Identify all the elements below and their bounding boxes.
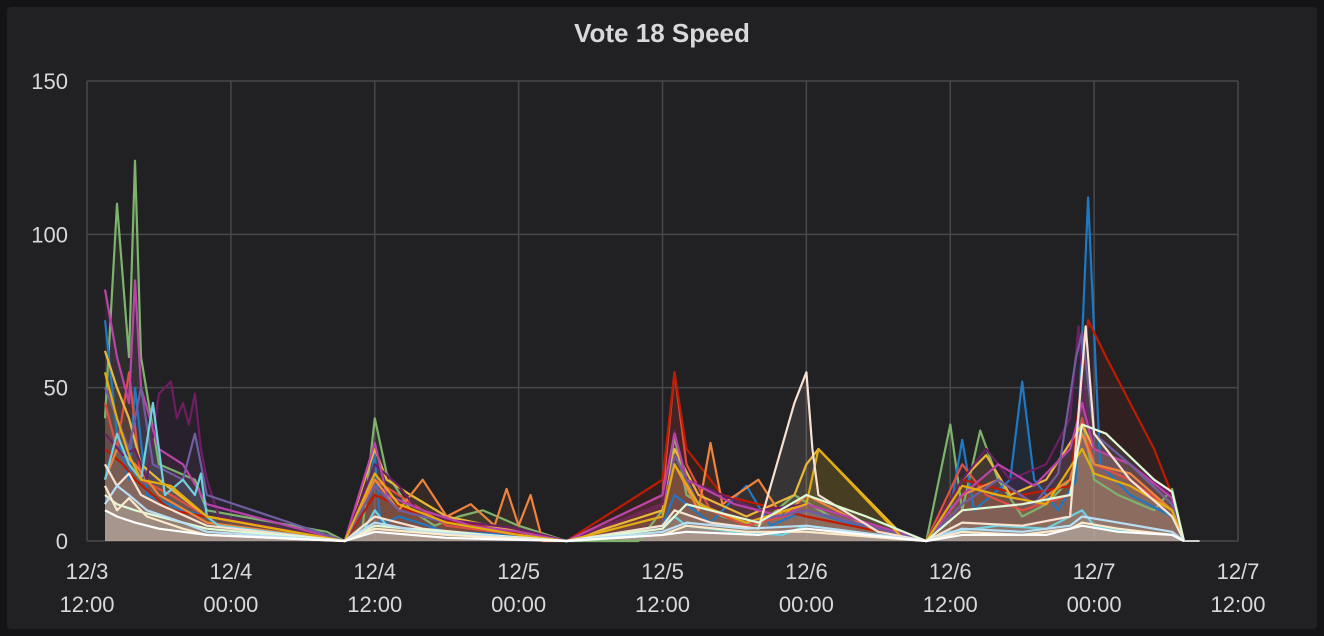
series-area-13 [105, 485, 1184, 541]
x-tick-time: 12:00 [635, 592, 690, 617]
series-line-15[interactable] [104, 509, 1185, 543]
series-area-10 [105, 372, 1184, 541]
line-layer [103, 159, 1200, 543]
series-area-1 [105, 197, 1184, 541]
x-tick-date: 12/4 [353, 559, 396, 584]
x-tick-time: 12:00 [1210, 592, 1265, 617]
x-tick-time: 00:00 [779, 592, 834, 617]
series-line-14[interactable] [104, 485, 1185, 543]
x-tick-date: 12/4 [209, 559, 252, 584]
y-tick-label: 100 [31, 222, 68, 247]
x-tick-time: 12:00 [59, 592, 114, 617]
x-tick-date: 12/7 [1217, 559, 1260, 584]
series-area-2 [105, 372, 1184, 541]
series-area-15 [105, 510, 1184, 541]
series-area-5 [105, 433, 1184, 541]
y-tick-label: 0 [56, 529, 68, 554]
y-tick-label: 50 [44, 376, 68, 401]
series-line-10[interactable] [103, 372, 1186, 543]
x-tick-date: 12/5 [497, 559, 540, 584]
x-tick-time: 12:00 [923, 592, 978, 617]
x-tick-date: 12/6 [929, 559, 972, 584]
series-line-13[interactable] [104, 484, 1185, 543]
series-area-8 [105, 332, 1184, 541]
chart-title: Vote 18 Speed [574, 18, 750, 48]
x-tick-date: 12/3 [66, 559, 109, 584]
x-tick-date: 12/7 [1073, 559, 1116, 584]
x-tick-date: 12/6 [785, 559, 828, 584]
x-tick-time: 00:00 [491, 592, 546, 617]
axis-layer: 0 50 100 150 12/3 12:00 12/4 00:00 12/4 12:00 12/5… [31, 69, 1265, 617]
series-area-4 [105, 350, 1184, 541]
area-layer [105, 160, 1184, 541]
x-tick-time: 12:00 [347, 592, 402, 617]
y-tick-label: 150 [31, 69, 68, 94]
series-area-11 [105, 326, 1184, 541]
x-tick-date: 12/5 [641, 559, 684, 584]
series-area-3 [105, 320, 1184, 541]
x-tick-time: 00:00 [1067, 592, 1122, 617]
x-tick-time: 00:00 [203, 592, 258, 617]
